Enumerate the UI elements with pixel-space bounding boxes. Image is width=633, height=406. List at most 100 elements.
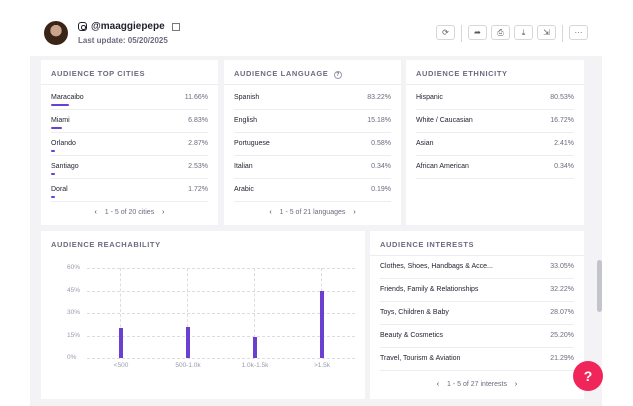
more-icon[interactable]: ··· (569, 25, 588, 40)
card-title-text: AUDIENCE LANGUAGE (234, 69, 329, 78)
row-label: Doral (51, 186, 68, 193)
row-label: Miami (51, 117, 70, 124)
row-bar (51, 173, 55, 175)
row-label: Orlando (51, 140, 76, 147)
grid-line (87, 290, 355, 292)
card-title: AUDIENCE ETHNICITY (416, 69, 508, 78)
row-value: 83.22% (367, 94, 391, 101)
list-item: Beauty & Cosmetics 25.20% (380, 326, 574, 348)
avatar[interactable] (44, 21, 68, 45)
row-label: Santiago (51, 163, 79, 170)
scrollbar[interactable] (597, 260, 602, 312)
row-value: 0.19% (371, 186, 391, 193)
card-title: AUDIENCE INTERESTS (380, 240, 475, 249)
card-title: AUDIENCE TOP CITIES (51, 69, 146, 78)
x-tick-label: <500 (113, 362, 129, 369)
row-value: 0.58% (371, 140, 391, 147)
grid-line (87, 313, 355, 314)
chevron-right-icon[interactable]: › (162, 209, 165, 216)
list-item: Orlando 2.87% (51, 134, 208, 156)
divider (41, 84, 218, 85)
row-label: Portuguese (234, 140, 270, 147)
row-value: 15.18% (367, 117, 391, 124)
chart-bar[interactable] (253, 337, 257, 358)
list-item: Maracaibo 11.66% (51, 88, 208, 110)
profile-header: @maaggiepepe Last update: 05/20/2025 ⟳ ➦… (30, 0, 602, 56)
info-icon[interactable]: ? (334, 71, 343, 79)
row-label: Asian (416, 140, 434, 147)
ethnicity-card: AUDIENCE ETHNICITY Hispanic 80.53% White /… (406, 60, 584, 225)
row-value: 25.20% (550, 332, 574, 339)
list-item: Travel, Tourism & Aviation 21.29% (380, 349, 574, 371)
row-value: 2.87% (188, 140, 208, 147)
refresh-icon[interactable]: ⟳ (436, 25, 455, 40)
y-tick-label: 30% (67, 309, 81, 316)
chevron-right-icon[interactable]: › (353, 209, 356, 216)
row-bar (51, 127, 62, 129)
row-label: African American (416, 163, 469, 170)
row-value: 33.05% (550, 263, 574, 270)
share-icon[interactable]: ➦ (468, 25, 487, 40)
row-label: English (234, 117, 257, 124)
profile-handle[interactable]: @maaggiepepe (91, 21, 165, 32)
chart-bar[interactable] (186, 326, 190, 358)
grid-line (187, 268, 188, 358)
row-label: Friends, Family & Relationships (380, 286, 479, 293)
y-tick-label: 60% (67, 264, 81, 271)
interests-card: AUDIENCE INTERESTS Clothes, Shoes, Handb… (370, 231, 584, 399)
list-item: Friends, Family & Relationships 32.22% (380, 280, 574, 302)
pager-text: 1 - 5 of 27 interests (447, 381, 507, 388)
y-tick-label: 0% (67, 354, 77, 361)
external-link-icon[interactable] (171, 22, 180, 31)
row-value: 0.34% (554, 163, 574, 170)
row-label: Maracaibo (51, 94, 84, 101)
row-bar (51, 104, 69, 106)
divider (406, 84, 584, 85)
chevron-left-icon[interactable]: ‹ (94, 209, 97, 216)
last-update: Last update: 05/20/2025 (78, 36, 168, 45)
list-item: White / Caucasian 16.72% (416, 111, 574, 133)
chart-bar[interactable] (320, 290, 324, 358)
page-left-margin (0, 0, 30, 406)
list-item: Miami 6.83% (51, 111, 208, 133)
row-value: 1.72% (188, 186, 208, 193)
row-value: 32.22% (550, 286, 574, 293)
language-pager: ‹ 1 - 5 of 21 languages › (224, 209, 401, 216)
list-item: Hispanic 80.53% (416, 88, 574, 110)
pager-text: 1 - 5 of 21 languages (279, 209, 346, 216)
chevron-left-icon[interactable]: ‹ (436, 381, 440, 388)
chart-bar[interactable] (119, 328, 123, 358)
list-item: Santiago 2.53% (51, 157, 208, 179)
export-icon[interactable]: ⇲ (537, 25, 556, 40)
print-icon[interactable]: ⎙ (491, 25, 510, 40)
list-item: African American 0.34% (416, 157, 574, 179)
row-label: Italian (234, 163, 253, 170)
toolbar: ⟳ ➦ ⎙ ⤓ ⇲ ··· (436, 25, 588, 42)
row-bar (51, 196, 55, 198)
list-item: Toys, Children & Baby 28.07% (380, 303, 574, 325)
row-label: White / Caucasian (416, 117, 473, 124)
reachability-card: AUDIENCE REACHABILITY 0% 15% 30% 45% 60% <500… (41, 231, 365, 399)
list-item: Asian 2.41% (416, 134, 574, 156)
card-title: AUDIENCE LANGUAGE ? (234, 69, 343, 79)
toolbar-divider (562, 25, 563, 42)
row-value: 2.41% (554, 140, 574, 147)
list-item: Arabic 0.19% (234, 180, 391, 202)
download-icon[interactable]: ⤓ (514, 25, 533, 40)
list-item: Doral 1.72% (51, 180, 208, 202)
chevron-left-icon[interactable]: ‹ (269, 209, 272, 216)
row-bar (51, 150, 56, 152)
chat-help-icon[interactable]: ? (573, 361, 603, 391)
row-label: Beauty & Cosmetics (380, 332, 444, 339)
row-value: 11.66% (184, 94, 208, 101)
chevron-right-icon[interactable]: › (514, 381, 518, 388)
list-item: English 15.18% (234, 111, 391, 133)
toolbar-divider (461, 25, 462, 42)
row-label: Clothes, Shoes, Handbags & Acce... (380, 263, 493, 270)
list-item: Portuguese 0.58% (234, 134, 391, 156)
list-item: Spanish 83.22% (234, 88, 391, 110)
grid-line (87, 268, 355, 269)
row-value: 6.83% (188, 117, 208, 124)
row-label: Hispanic (416, 94, 443, 101)
grid-line (87, 335, 355, 337)
